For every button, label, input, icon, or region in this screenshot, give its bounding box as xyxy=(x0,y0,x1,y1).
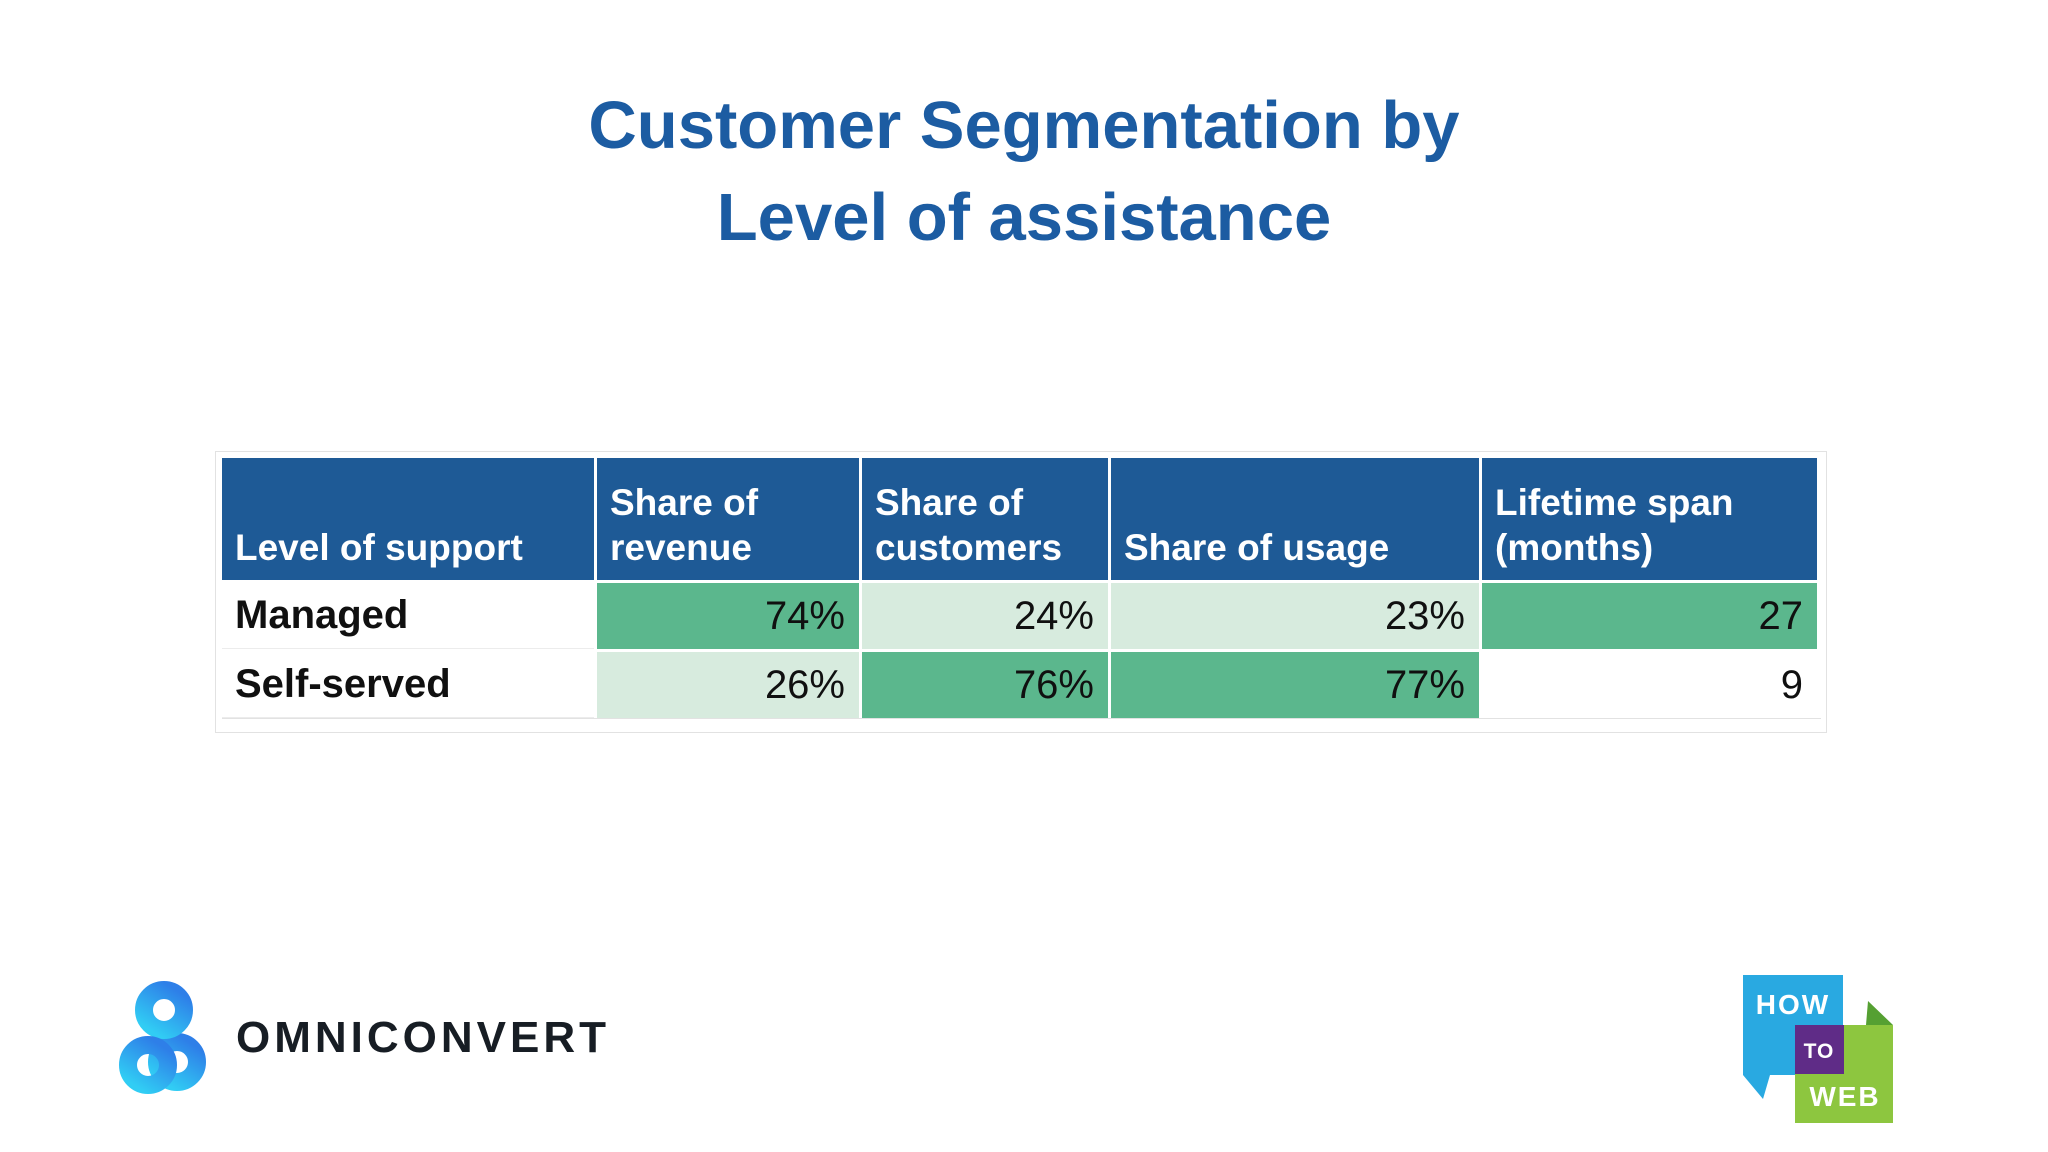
segmentation-grid: Level of support Share of revenue Share … xyxy=(222,458,1821,719)
page-title: Customer Segmentation by Level of assist… xyxy=(0,80,2048,264)
howtoweb-icon: HOW TO WEB xyxy=(1743,975,1893,1123)
row-self-served-label: Self-served xyxy=(222,652,594,718)
page-title-line2: Level of assistance xyxy=(716,179,1332,255)
howtoweb-logo: HOW TO WEB xyxy=(1738,972,1903,1137)
row-self-served-share-of-customers: 76% xyxy=(862,652,1108,718)
page-title-line1: Customer Segmentation by xyxy=(588,88,1460,163)
omniconvert-rings-icon xyxy=(119,981,206,1094)
row-managed-share-of-customers: 24% xyxy=(862,583,1108,649)
row-self-served-lifetime-span: 9 xyxy=(1482,652,1817,718)
omniconvert-logo: OMNICONVERT xyxy=(119,980,610,1096)
row-self-served-share-of-revenue: 26% xyxy=(597,652,859,718)
row-managed-label: Managed xyxy=(222,583,594,649)
table-bottom-gridline-strip xyxy=(222,719,1821,732)
howtoweb-purple-square xyxy=(1795,1025,1844,1074)
row-managed-share-of-revenue: 74% xyxy=(597,583,859,649)
row-managed-lifetime-span: 27 xyxy=(1482,583,1817,649)
header-level-of-support: Level of support xyxy=(222,458,594,580)
howtoweb-blue-tail xyxy=(1743,1075,1770,1099)
howtoweb-web-text: WEB xyxy=(1809,1081,1880,1112)
howtoweb-how-text: HOW xyxy=(1756,989,1830,1020)
howtoweb-to-text: TO xyxy=(1804,1040,1835,1063)
row-self-served-share-of-usage: 77% xyxy=(1111,652,1479,718)
header-share-of-customers: Share of customers xyxy=(862,458,1108,580)
omniconvert-wordmark: OMNICONVERT xyxy=(236,1013,610,1062)
row-managed-share-of-usage: 23% xyxy=(1111,583,1479,649)
header-share-of-usage: Share of usage xyxy=(1111,458,1479,580)
header-lifetime-span: Lifetime span (months) xyxy=(1482,458,1817,580)
header-share-of-revenue: Share of revenue xyxy=(597,458,859,580)
howtoweb-green-tail xyxy=(1866,1001,1893,1025)
segmentation-table: Level of support Share of revenue Share … xyxy=(215,451,1827,733)
